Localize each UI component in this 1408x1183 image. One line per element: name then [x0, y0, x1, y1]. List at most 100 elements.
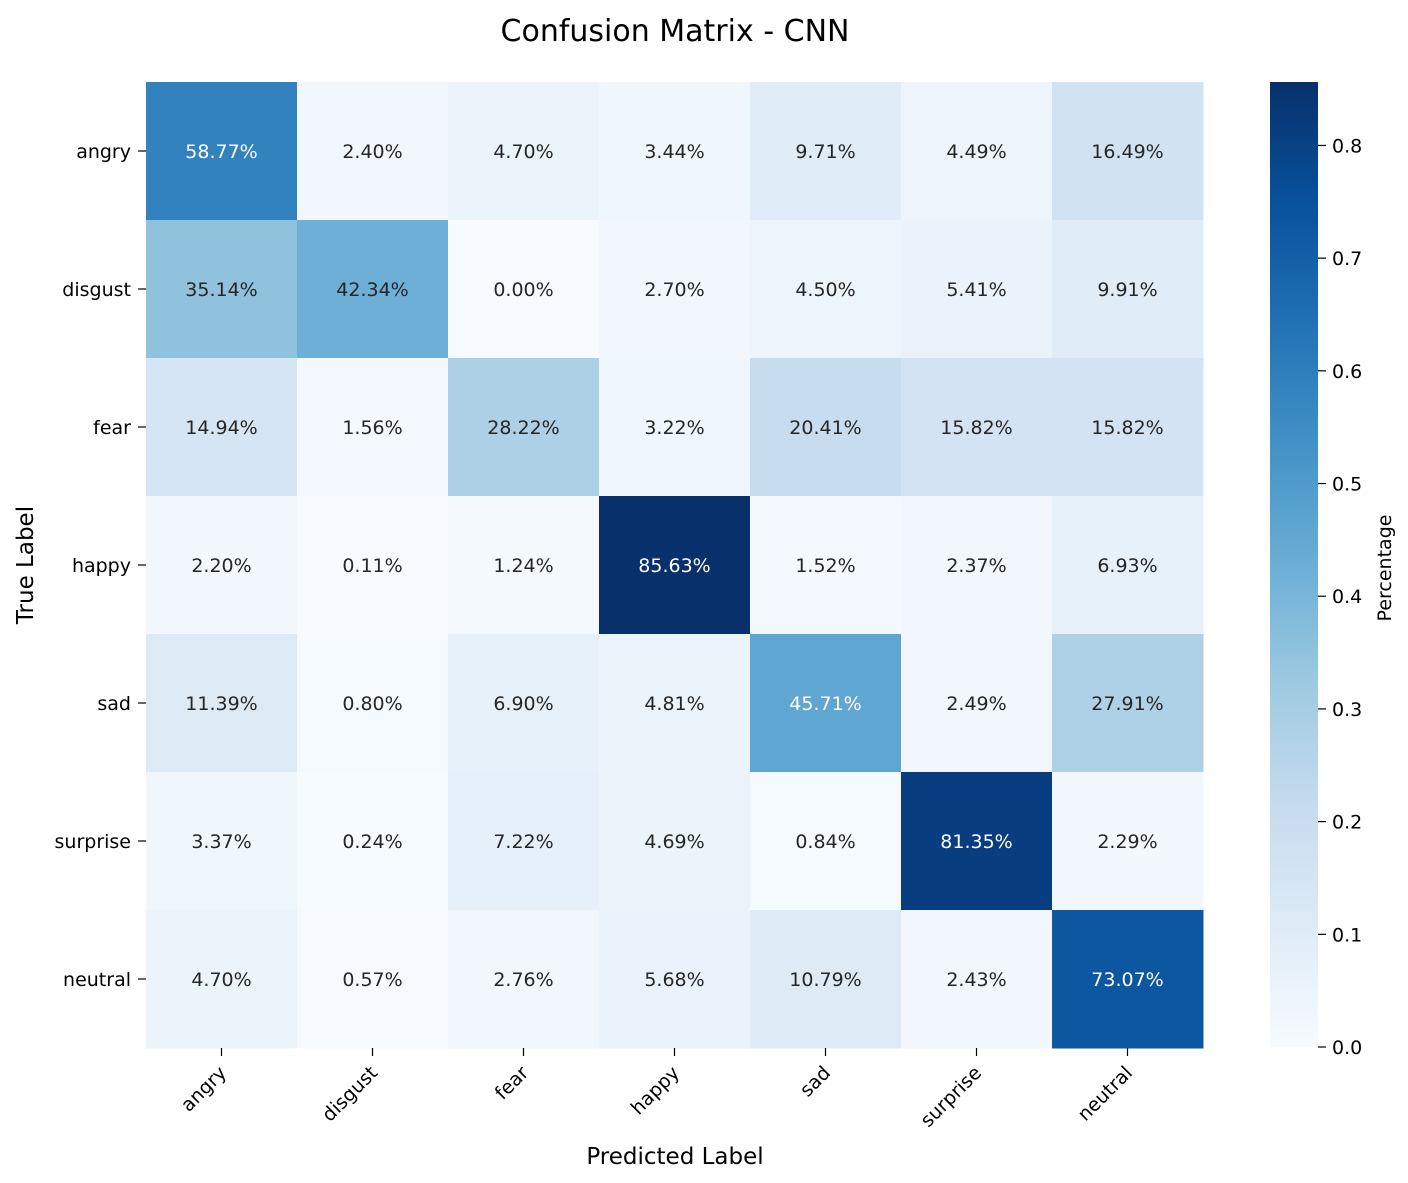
y-tick-label: fear [93, 417, 131, 439]
cell-value-label: 2.49% [946, 693, 1006, 715]
heatmap-cell [1052, 220, 1204, 359]
cell-value-label: 6.93% [1097, 555, 1157, 577]
colorbar-tick-label: 0.4 [1332, 586, 1362, 608]
heatmap-cell [297, 358, 449, 497]
heatmap-cell [146, 634, 298, 773]
heatmap-cells: 58.77% 2.40% 4.70% 3.44% 9.71% 4.49% 16.49% 35.… [146, 82, 1204, 1049]
cell-value-label: 14.94% [185, 417, 257, 439]
heatmap-cell [599, 772, 751, 911]
heatmap-cell [1052, 772, 1204, 911]
y-tick-label: neutral [63, 969, 131, 991]
heatmap-cell [297, 82, 449, 221]
cell-value-label: 5.41% [946, 279, 1006, 301]
heatmap-cell [901, 496, 1053, 635]
y-tick-label: disgust [62, 279, 131, 301]
heatmap-cell [448, 496, 600, 635]
heatmap-cell [901, 634, 1053, 773]
colorbar-label: Percentage [1374, 515, 1396, 622]
heatmap-cell [599, 220, 751, 359]
y-tick-label: surprise [55, 831, 132, 853]
heatmap-cell [1052, 496, 1204, 635]
y-tick-label: angry [76, 141, 131, 163]
heatmap-cell [599, 496, 751, 635]
heatmap-cell [1052, 634, 1204, 773]
cell-value-label: 42.34% [336, 279, 408, 301]
cell-value-label: 35.14% [185, 279, 257, 301]
colorbar-tick-label: 0.8 [1332, 135, 1362, 157]
heatmap-cell [146, 358, 298, 497]
cell-value-label: 27.91% [1091, 693, 1163, 715]
heatmap-cell [750, 772, 902, 911]
heatmap-cell [750, 910, 902, 1049]
cell-value-label: 2.76% [493, 969, 553, 991]
x-tick-label: neutral [1073, 1062, 1137, 1126]
heatmap-cell [297, 496, 449, 635]
heatmap-cell [448, 220, 600, 359]
cell-value-label: 58.77% [185, 141, 257, 163]
cell-value-label: 15.82% [940, 417, 1012, 439]
colorbar-tick-label: 0.1 [1332, 924, 1362, 946]
heatmap-cell [901, 772, 1053, 911]
cell-value-label: 85.63% [638, 555, 710, 577]
colorbar-ticks: 0.0 0.1 0.2 0.3 0.4 0.5 0.6 0.7 0.8 [1318, 135, 1362, 1059]
heatmap-cell [297, 772, 449, 911]
chart-title: Confusion Matrix - CNN [501, 14, 850, 49]
cell-value-label: 28.22% [487, 417, 559, 439]
cell-value-label: 4.50% [795, 279, 855, 301]
cell-value-label: 4.69% [644, 831, 704, 853]
heatmap-cell [750, 82, 902, 221]
x-tick-label: happy [627, 1062, 684, 1119]
heatmap-cell [146, 910, 298, 1049]
heatmap-cell [750, 496, 902, 635]
heatmap-cell [599, 358, 751, 497]
colorbar-tick-label: 0.0 [1332, 1037, 1362, 1059]
cell-value-label: 15.82% [1091, 417, 1163, 439]
cell-value-label: 11.39% [185, 693, 257, 715]
x-tick-label: disgust [318, 1062, 382, 1126]
heatmap-cell [448, 358, 600, 497]
cell-value-label: 4.49% [946, 141, 1006, 163]
cell-value-label: 0.11% [342, 555, 402, 577]
cell-value-label: 73.07% [1091, 969, 1163, 991]
cell-value-label: 81.35% [940, 831, 1012, 853]
cell-value-label: 3.22% [644, 417, 704, 439]
colorbar-tick-label: 0.5 [1332, 474, 1362, 496]
y-tick-label: happy [72, 555, 131, 577]
heatmap-cell [297, 910, 449, 1049]
heatmap-cell [599, 82, 751, 221]
heatmap-cell [750, 220, 902, 359]
cell-value-label: 45.71% [789, 693, 861, 715]
colorbar-tick-label: 0.7 [1332, 248, 1362, 270]
cell-value-label: 5.68% [644, 969, 704, 991]
heatmap-cell [1052, 358, 1204, 497]
heatmap-cell [901, 220, 1053, 359]
cell-value-label: 0.80% [342, 693, 402, 715]
heatmap-cell [1052, 82, 1204, 221]
cell-value-label: 20.41% [789, 417, 861, 439]
heatmap-cell [297, 634, 449, 773]
cell-value-label: 1.56% [342, 417, 402, 439]
heatmap-cell [146, 772, 298, 911]
cell-value-label: 0.57% [342, 969, 402, 991]
heatmap-cell [448, 772, 600, 911]
cell-value-label: 0.00% [493, 279, 553, 301]
heatmap-cell [146, 496, 298, 635]
heatmap-cell [901, 358, 1053, 497]
heatmap-cell [599, 634, 751, 773]
cell-value-label: 2.29% [1097, 831, 1157, 853]
heatmap-cell [901, 82, 1053, 221]
cell-value-label: 7.22% [493, 831, 553, 853]
heatmap-cell [448, 634, 600, 773]
y-tick-label: sad [97, 693, 131, 715]
heatmap-cell [750, 634, 902, 773]
heatmap-cell [146, 82, 298, 221]
cell-value-label: 9.71% [795, 141, 855, 163]
y-axis-ticks: angry disgust fear happy sad surprise neutral [55, 141, 146, 991]
cell-value-label: 3.37% [191, 831, 251, 853]
cell-value-label: 10.79% [789, 969, 861, 991]
cell-value-label: 2.70% [644, 279, 704, 301]
heatmap-cell [901, 910, 1053, 1049]
x-axis-ticks: angry disgust fear happy sad surprise neutral [177, 1048, 1137, 1132]
cell-value-label: 4.70% [493, 141, 553, 163]
cell-value-label: 16.49% [1091, 141, 1163, 163]
